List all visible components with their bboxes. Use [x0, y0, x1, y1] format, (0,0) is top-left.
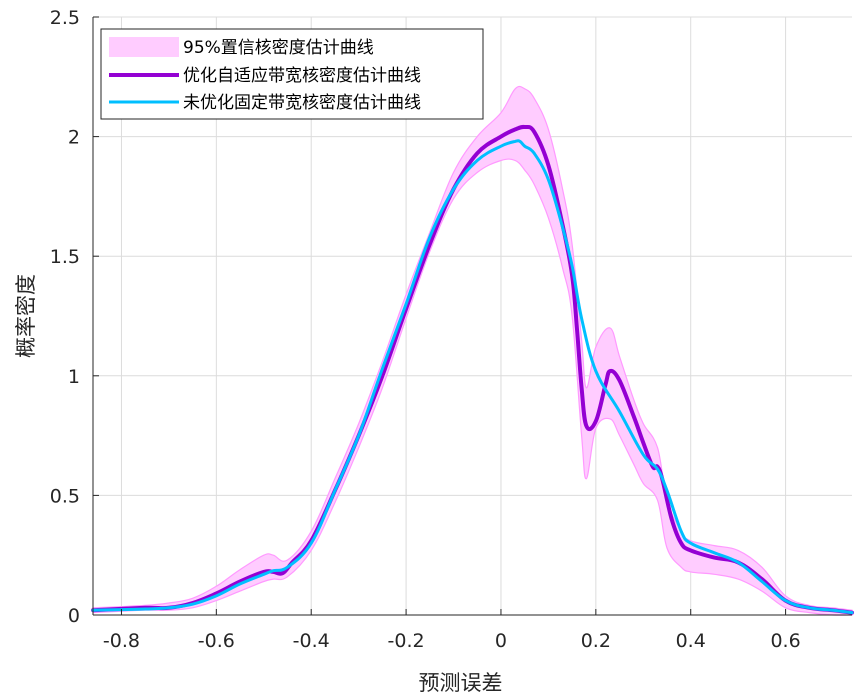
series-layer	[91, 124, 854, 615]
grid	[93, 16, 852, 616]
y-tick-label: 1.5	[50, 246, 80, 268]
legend-item-series-0: 优化自适应带宽核密度估计曲线	[109, 66, 421, 86]
series-line-adaptive	[91, 124, 854, 615]
x-tick-label: 0.4	[676, 630, 706, 652]
x-tick-label: 0.6	[770, 630, 800, 652]
legend-item-series-1: 未优化固定带宽核密度估计曲线	[109, 93, 421, 113]
x-tick-label: 0.2	[581, 630, 611, 652]
y-tick-label: 2	[68, 127, 80, 149]
legend-label-fixed: 未优化固定带宽核密度估计曲线	[183, 93, 421, 113]
axes	[92, 17, 852, 616]
legend-item-band: 95%置信核密度估计曲线	[109, 37, 374, 58]
x-tick-label: -0.2	[388, 630, 425, 652]
y-tick-label: 0	[68, 605, 80, 627]
x-tick-label: -0.6	[198, 630, 235, 652]
x-tick-label: -0.4	[293, 630, 330, 652]
y-tick-label: 0.5	[50, 485, 80, 507]
series-line-fixed	[91, 139, 854, 615]
x-axis-ticks: -0.8 -0.6 -0.4 -0.2 0 0.2 0.4 0.6	[103, 609, 801, 652]
x-tick-label: -0.8	[103, 630, 140, 652]
legend-label-adaptive: 优化自适应带宽核密度估计曲线	[183, 66, 421, 86]
y-tick-label: 1	[68, 366, 80, 388]
y-axis-label: 概率密度	[14, 274, 38, 358]
legend-swatch-band	[109, 37, 179, 57]
x-tick-label: 0	[495, 630, 507, 652]
y-tick-label: 2.5	[50, 7, 80, 29]
legend-label-band: 95%置信核密度估计曲线	[183, 38, 374, 58]
x-axis-label: 预测误差	[419, 671, 503, 695]
y-axis-ticks: 0 0.5 1 1.5 2 2.5	[50, 7, 99, 627]
legend: 95%置信核密度估计曲线 优化自适应带宽核密度估计曲线 未优化固定带宽核密度估计…	[100, 28, 484, 120]
